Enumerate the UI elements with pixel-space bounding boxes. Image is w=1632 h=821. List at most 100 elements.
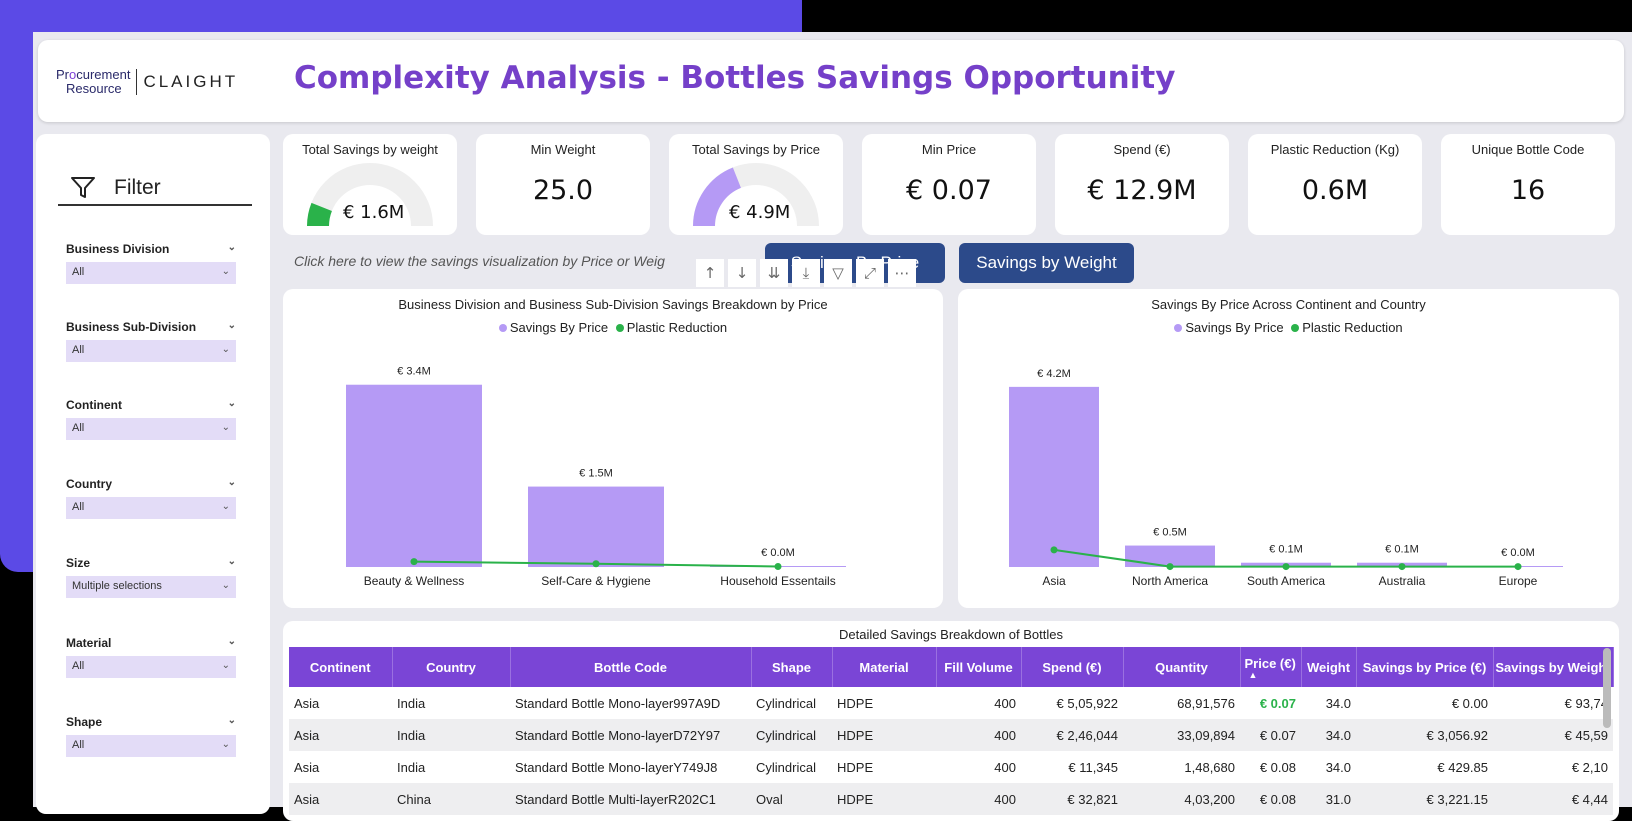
expand-hierarchy-icon[interactable]: ⤓: [792, 259, 820, 287]
slicer-dropdown[interactable]: All ⌄: [66, 418, 236, 440]
slicer-label: Business Division: [66, 242, 170, 256]
slicer-value: Multiple selections: [72, 580, 162, 592]
toggle-hint: Click here to view the savings visualiza…: [294, 253, 665, 269]
table-cell: HDPE: [837, 695, 874, 711]
table-cell: € 3,221.15: [1356, 783, 1493, 815]
slicer-dropdown[interactable]: All ⌄: [66, 735, 236, 757]
chevron-down-icon[interactable]: ⌄: [227, 636, 236, 647]
table-row[interactable]: Asia China Standard Bottle Multi-layerR202…: [289, 783, 1613, 815]
table-cell: Standard Bottle Multi-layerR202C1: [510, 783, 751, 815]
chevron-down-icon: ⌄: [221, 422, 230, 433]
table-cell: € 2,10: [1571, 759, 1608, 775]
table-cell: HDPE: [832, 783, 936, 815]
visual-toolbar: ↑ ↓ ⇊ ⤓ ▽ ⤢ ⋯: [696, 259, 946, 289]
table-cell: HDPE: [837, 759, 874, 775]
line-point[interactable]: [1514, 563, 1522, 571]
table-cell: € 429.85: [1437, 759, 1488, 775]
data-label: € 1.5M: [579, 468, 613, 480]
column-header-spend[interactable]: Spend (€): [1021, 647, 1124, 687]
kpi-card-plastic-reduction-kg: Plastic Reduction (Kg) 0.6M: [1248, 134, 1422, 235]
kpi-title: Total Savings by weight: [302, 142, 438, 157]
kpi-value: € 4.9M: [729, 202, 791, 223]
kpi-card-spend: Spend (€) € 12.9M: [1055, 134, 1229, 235]
table-cell: 34.0: [1325, 695, 1351, 711]
table-cell: Asia: [294, 759, 320, 775]
line-point[interactable]: [1050, 546, 1058, 554]
savings-by-weight-button[interactable]: Savings by Weight: [959, 243, 1134, 283]
column-header-fill-volume[interactable]: Fill Volume: [936, 647, 1022, 687]
line-point[interactable]: [1166, 563, 1174, 571]
kpi-gauge: [307, 163, 433, 227]
line-point[interactable]: [1282, 563, 1290, 571]
column-header-savings-by-weight[interactable]: Savings by Weight: [1493, 647, 1614, 687]
table-cell: € 11,345: [1068, 759, 1118, 775]
chevron-down-icon[interactable]: ⌄: [227, 715, 236, 726]
chevron-down-icon[interactable]: ⌄: [227, 477, 236, 488]
column-header-bottle-code[interactable]: Bottle Code: [510, 647, 752, 687]
column-header-price[interactable]: Price (€) ▲: [1240, 647, 1302, 687]
logo-text-curement: curement: [76, 67, 131, 82]
table-cell: € 45,59: [1493, 719, 1613, 751]
slicer-label: Country: [66, 477, 112, 491]
table-cell: 33,09,894: [1123, 719, 1240, 751]
table-scrollbar[interactable]: [1603, 648, 1611, 728]
more-options-icon[interactable]: ⋯: [888, 259, 916, 287]
table-cell: € 0.08: [1240, 783, 1301, 815]
slicer-material: Material ⌄ All ⌄: [66, 636, 236, 678]
table-cell: 400: [936, 783, 1021, 815]
column-header-savings-by-price[interactable]: Savings by Price (€): [1356, 647, 1494, 687]
table-cell: € 93,74: [1564, 695, 1608, 711]
slicer-continent: Continent ⌄ All ⌄: [66, 398, 236, 440]
bar[interactable]: [1125, 545, 1215, 567]
data-label: € 0.1M: [1269, 544, 1303, 556]
line-point[interactable]: [592, 560, 600, 568]
column-header-material[interactable]: Material: [832, 647, 937, 687]
expand-next-level-icon[interactable]: ⇊: [760, 259, 788, 287]
table-cell: Asia: [289, 783, 392, 815]
table-cell: € 5,05,922: [1056, 695, 1118, 711]
drill-up-icon[interactable]: ↑: [696, 259, 724, 287]
drill-down-icon[interactable]: ↓: [728, 259, 756, 287]
line-point[interactable]: [410, 558, 418, 566]
column-header-weight[interactable]: Weight: [1301, 647, 1357, 687]
table-row[interactable]: Asia India Standard Bottle Mono-layer997A9…: [289, 687, 1613, 719]
kpi-gauge: [693, 163, 819, 227]
continent-chart: € 4.2M Asia € 0.5M North America € 0.1M South…: [1009, 368, 1563, 588]
chevron-down-icon[interactable]: ⌄: [227, 320, 236, 331]
line-point[interactable]: [1398, 563, 1406, 571]
column-header-quantity[interactable]: Quantity: [1123, 647, 1241, 687]
column-header-country[interactable]: Country: [392, 647, 511, 687]
table-row[interactable]: Asia India Standard Bottle Mono-layerY749J…: [289, 751, 1613, 783]
slicer-dropdown[interactable]: All ⌄: [66, 262, 236, 284]
legend-label-savings: Savings By Price: [1185, 320, 1284, 335]
line-point[interactable]: [774, 562, 782, 570]
x-tick-label: Asia: [1042, 574, 1066, 588]
table-row[interactable]: Asia India Standard Bottle Mono-layerD72Y9…: [289, 719, 1613, 751]
chevron-down-icon[interactable]: ⌄: [227, 242, 236, 253]
column-header-continent[interactable]: Continent: [289, 647, 393, 687]
logo-text-o: o: [69, 67, 77, 82]
slicer-value: All: [72, 739, 85, 751]
slicer-dropdown[interactable]: All ⌄: [66, 340, 236, 362]
table-cell: India: [397, 759, 426, 775]
column-header-shape[interactable]: Shape: [751, 647, 833, 687]
bar[interactable]: [346, 384, 482, 567]
table-cell: 34.0: [1301, 719, 1356, 751]
data-label: € 0.0M: [761, 547, 795, 559]
bar[interactable]: [1009, 386, 1099, 567]
table-cell: 400: [936, 719, 1021, 751]
data-label: € 4.2M: [1037, 368, 1071, 380]
slicer-dropdown[interactable]: All ⌄: [66, 497, 236, 519]
focus-mode-icon[interactable]: ⤢: [856, 259, 884, 287]
kpi-value: 16: [1510, 175, 1546, 206]
filter-visual-icon[interactable]: ▽: [824, 259, 852, 287]
slicer-dropdown[interactable]: Multiple selections ⌄: [66, 576, 236, 598]
data-label: € 0.5M: [1153, 527, 1187, 539]
legend-dot-savings: [1174, 324, 1183, 332]
bar[interactable]: [528, 486, 664, 567]
chevron-down-icon[interactable]: ⌄: [227, 556, 236, 567]
slicer-dropdown[interactable]: All ⌄: [66, 656, 236, 678]
chevron-down-icon[interactable]: ⌄: [227, 398, 236, 409]
kpi-title: Min Price: [921, 142, 977, 157]
legend-label-plastic: Plastic Reduction: [1302, 320, 1403, 335]
